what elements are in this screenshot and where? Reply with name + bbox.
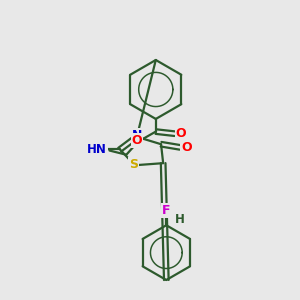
Text: O: O [181, 141, 192, 154]
Text: O: O [131, 134, 142, 146]
Text: N: N [132, 129, 142, 142]
Text: O: O [176, 127, 186, 140]
Text: H: H [175, 213, 184, 226]
Text: S: S [129, 158, 138, 171]
Text: HN: HN [87, 143, 107, 156]
Text: F: F [162, 204, 171, 217]
